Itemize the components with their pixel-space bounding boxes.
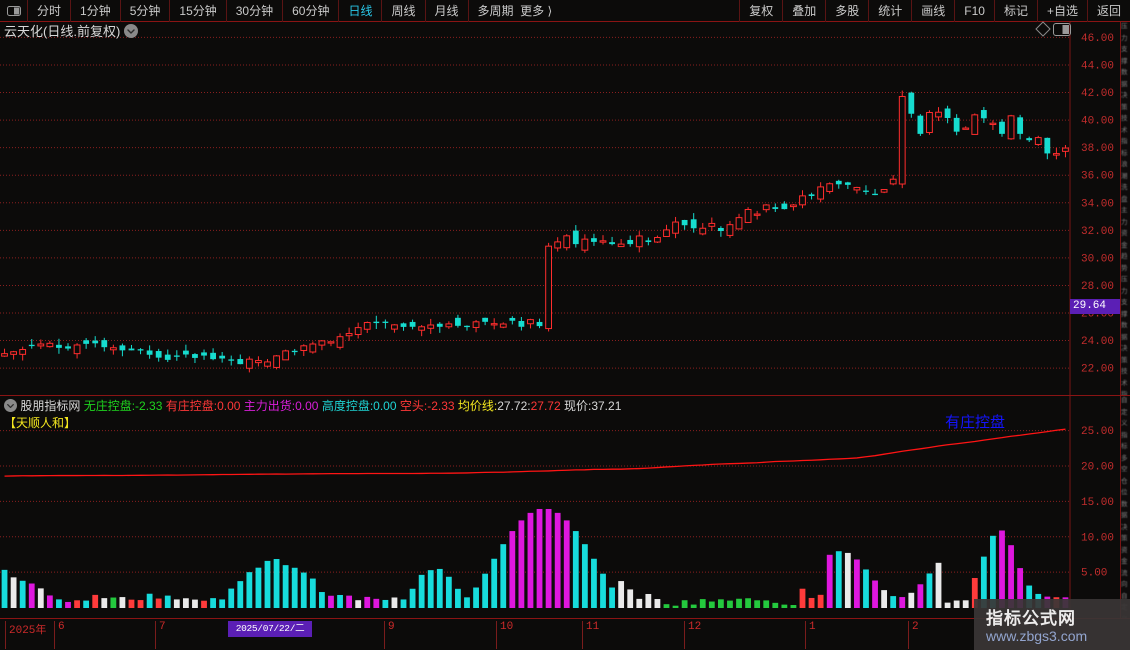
svg-text:36.00: 36.00 <box>1081 171 1114 183</box>
svg-text:25.00: 25.00 <box>1081 426 1114 438</box>
svg-text:24.00: 24.00 <box>1081 336 1114 348</box>
svg-text:42.00: 42.00 <box>1081 88 1114 100</box>
svg-text:40.00: 40.00 <box>1081 116 1114 128</box>
svg-text:10.00: 10.00 <box>1081 532 1114 544</box>
svg-text:34.00: 34.00 <box>1081 198 1114 210</box>
svg-text:有庄控盘: 有庄控盘 <box>945 413 1005 431</box>
svg-text:20.00: 20.00 <box>1081 461 1114 473</box>
svg-text:5.00: 5.00 <box>1081 568 1107 580</box>
svg-text:22.00: 22.00 <box>1081 364 1114 376</box>
svg-text:30.00: 30.00 <box>1081 253 1114 265</box>
svg-text:44.00: 44.00 <box>1081 60 1114 72</box>
svg-text:15.00: 15.00 <box>1081 497 1114 509</box>
svg-text:38.00: 38.00 <box>1081 143 1114 155</box>
svg-text:28.00: 28.00 <box>1081 281 1114 293</box>
svg-text:32.00: 32.00 <box>1081 226 1114 238</box>
